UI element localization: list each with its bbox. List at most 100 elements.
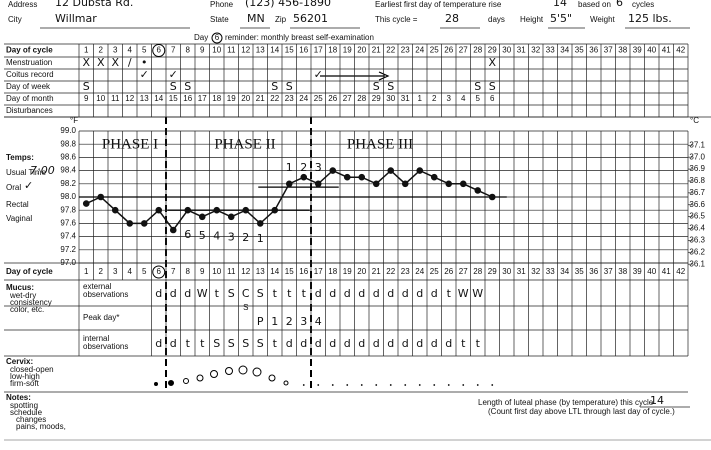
day-number: 14: [270, 46, 279, 55]
day-number: 14: [270, 267, 279, 276]
day-of-week: S: [83, 80, 90, 93]
mucus-internal: t: [200, 337, 205, 350]
coitus-mark: ✓: [140, 68, 149, 81]
mucus-external: S: [228, 287, 235, 300]
day-of-month: 26: [328, 94, 337, 103]
label: Weight: [590, 15, 616, 24]
day-number: 20: [357, 46, 366, 55]
mucus-internal: t: [186, 337, 191, 350]
temperature-point: [285, 180, 293, 188]
count-label: 3: [315, 161, 322, 174]
day-circle: [152, 265, 166, 279]
day-number: 9: [200, 267, 205, 276]
temperature-point: [300, 173, 308, 181]
day-of-month: 14: [154, 94, 163, 103]
mucus-external: t: [215, 287, 220, 300]
mucus-external: d: [431, 287, 438, 300]
reminder-circle: [211, 32, 223, 44]
day-of-week: S: [373, 80, 380, 93]
label: days: [488, 15, 505, 24]
unit-label: °F: [70, 116, 78, 125]
row-sublabel: changes: [16, 415, 46, 424]
mucus-internal: t: [461, 337, 466, 350]
day-number: 7: [171, 267, 176, 276]
cell-label: internal: [83, 334, 109, 343]
mucus-external: d: [155, 287, 162, 300]
field-value: (123) 456-1890: [245, 0, 331, 9]
day-number: 12: [241, 46, 250, 55]
day-of-month: 18: [212, 94, 221, 103]
row-label: Day of week: [6, 82, 51, 91]
day-of-month: 27: [343, 94, 352, 103]
day-number: 8: [186, 46, 191, 55]
day-of-month: 20: [241, 94, 250, 103]
mucus-external: S: [257, 287, 264, 300]
label: This cycle =: [375, 15, 418, 24]
temperature-point: [227, 213, 235, 221]
mucus-external: d: [344, 287, 351, 300]
day-number: 2: [99, 267, 104, 276]
y-tick-label: 98.4: [60, 166, 76, 175]
y2-tick-label: 37.0: [689, 152, 705, 161]
day-number: 6: [157, 267, 162, 276]
day-number: 22: [386, 267, 395, 276]
y-tick-label: 97.2: [60, 245, 76, 254]
temp-label: Rectal: [6, 200, 29, 209]
day-number: 42: [676, 267, 685, 276]
footer-value: 14: [650, 394, 664, 407]
row-label: Day of cycle: [6, 46, 53, 55]
field-value: 28: [445, 12, 459, 25]
day-number: 19: [343, 267, 352, 276]
row-sublabel: wet-dry: [9, 291, 36, 300]
y2-tick-label: 36.2: [689, 247, 705, 256]
cervix-dot: [447, 384, 450, 386]
mucus-external: d: [387, 287, 394, 300]
day-number: 5: [142, 267, 147, 276]
day-number: 35: [575, 46, 584, 55]
day-number: 31: [517, 267, 526, 276]
coitus-mark: ✓: [314, 68, 323, 81]
day-number: 41: [662, 46, 671, 55]
mucus-external: W: [472, 287, 483, 300]
day-number: 25: [430, 267, 439, 276]
cervix-dot: [418, 384, 421, 386]
day-number: 37: [604, 267, 613, 276]
day-of-week: S: [474, 80, 481, 93]
day-of-month: 31: [401, 94, 410, 103]
day-number: 31: [517, 46, 526, 55]
y-tick-label: 98.0: [60, 192, 76, 201]
y2-tick-label: 36.7: [689, 188, 705, 197]
footer-label: Length of luteal phase (by temperature) …: [478, 398, 654, 407]
day-number: 30: [502, 267, 511, 276]
day-number: 29: [488, 267, 497, 276]
y-tick-label: 97.4: [60, 232, 76, 241]
mucus-internal: S: [257, 337, 264, 350]
row-sublabel: color, etc.: [10, 305, 44, 314]
day-number: 5: [142, 46, 147, 55]
mucus-internal: d: [358, 337, 365, 350]
day-of-month: 29: [372, 94, 381, 103]
y-tick-label: 98.8: [60, 139, 76, 148]
count-label: 1: [286, 161, 293, 174]
temperature-point: [314, 180, 322, 188]
temperature-point: [213, 206, 221, 214]
count-label: 6: [184, 228, 191, 241]
day-number: 38: [618, 267, 627, 276]
label: Height: [520, 15, 544, 24]
cervix-dot: [375, 384, 378, 386]
reminder-text: reminder: monthly breast self-examinatio…: [225, 33, 374, 42]
day-number: 10: [212, 46, 221, 55]
mucus-external: d: [329, 287, 336, 300]
label: Address: [8, 0, 37, 9]
label: cycles: [632, 0, 654, 9]
temperature-point: [97, 193, 105, 201]
mucus-internal: d: [387, 337, 394, 350]
day-number: 33: [546, 267, 555, 276]
menstruation-mark: X: [488, 56, 496, 69]
day-number: 27: [459, 46, 468, 55]
menstruation-mark: X: [82, 56, 90, 69]
temperature-point: [242, 206, 250, 214]
temperature-point: [329, 167, 337, 174]
